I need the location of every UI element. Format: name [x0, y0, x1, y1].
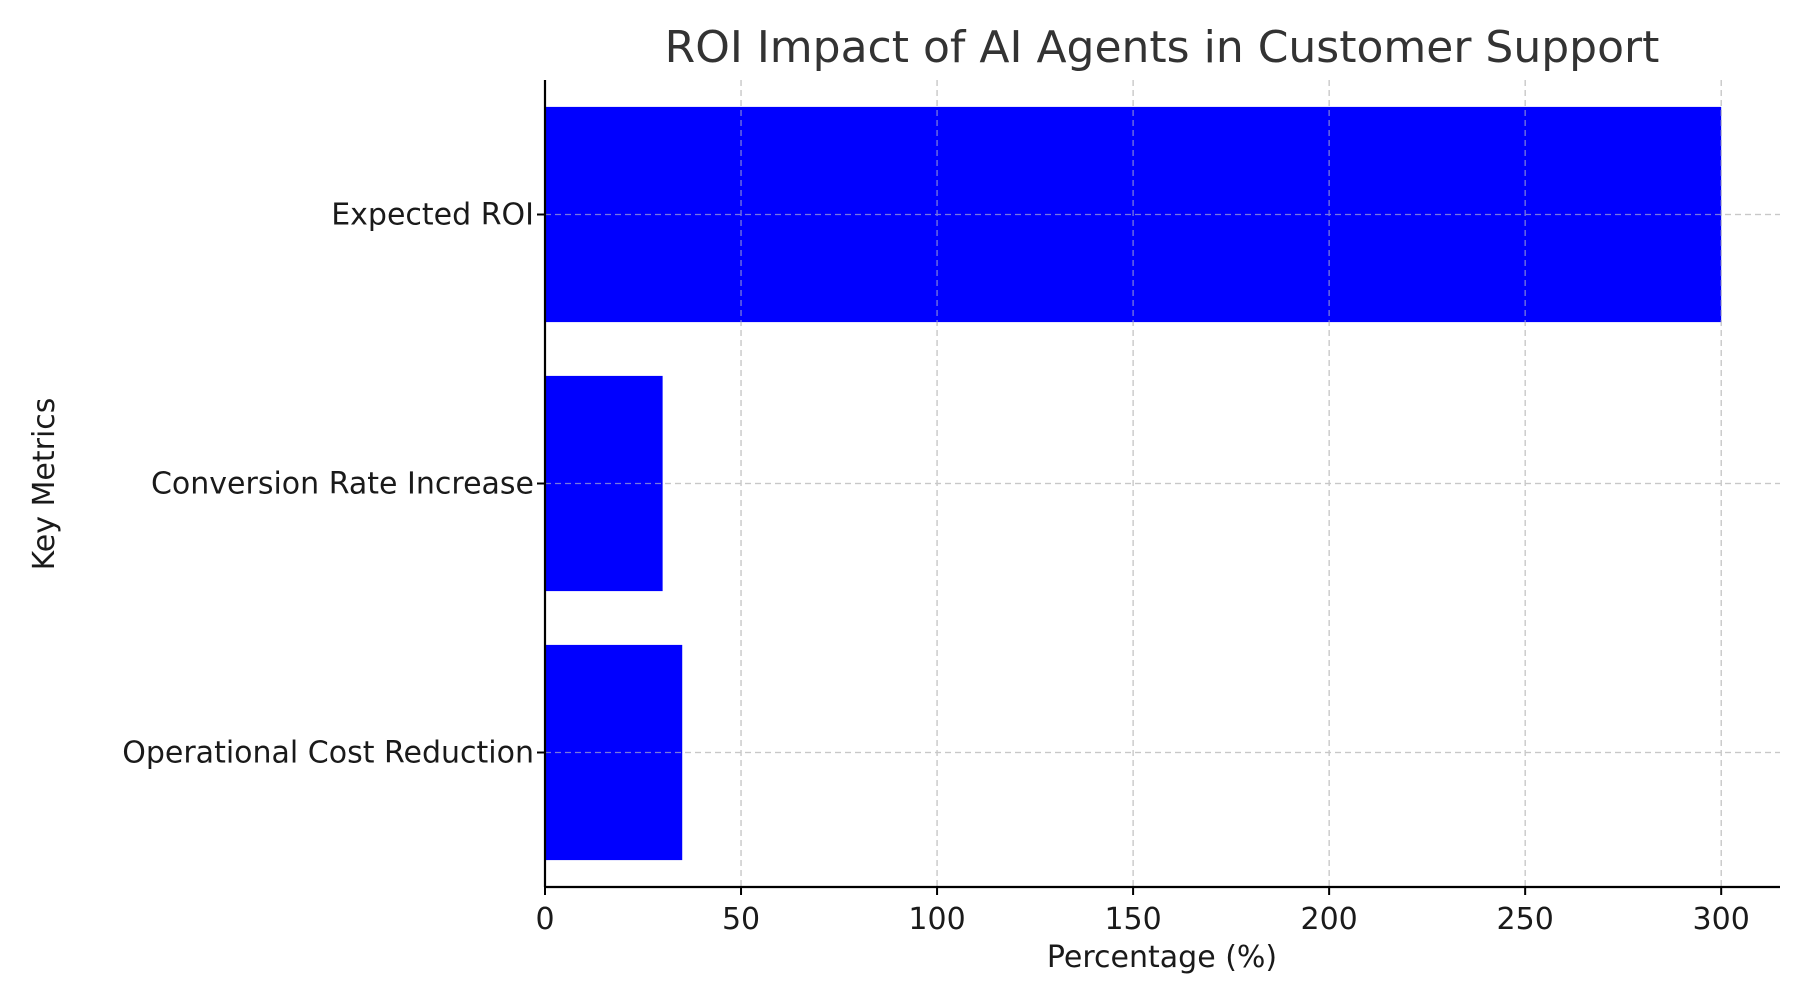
x-axis-label: Percentage (%)	[1047, 940, 1277, 975]
y-ticks: Operational Cost Reduction Conversion Rat…	[122, 198, 545, 771]
y-tick-label: Expected ROI	[331, 198, 534, 233]
y-axis-label: Key Metrics	[27, 398, 62, 571]
y-tick-label: Operational Cost Reduction	[122, 736, 534, 771]
x-tick-label: 100	[908, 902, 965, 937]
chart-title: ROI Impact of AI Agents in Customer Supp…	[665, 22, 1660, 73]
x-tick-label: 150	[1104, 902, 1161, 937]
grid-lines-overlay	[545, 80, 1780, 887]
y-tick-label: Conversion Rate Increase	[151, 467, 534, 502]
bar	[545, 375, 663, 592]
x-tick-label: 250	[1497, 902, 1554, 937]
x-tick-label: 0	[535, 902, 554, 937]
x-tick-label: 50	[722, 902, 760, 937]
x-tick-label: 300	[1693, 902, 1750, 937]
x-ticks: 0 50 100 150 200 250 300	[535, 887, 1750, 937]
x-tick-label: 200	[1300, 902, 1357, 937]
